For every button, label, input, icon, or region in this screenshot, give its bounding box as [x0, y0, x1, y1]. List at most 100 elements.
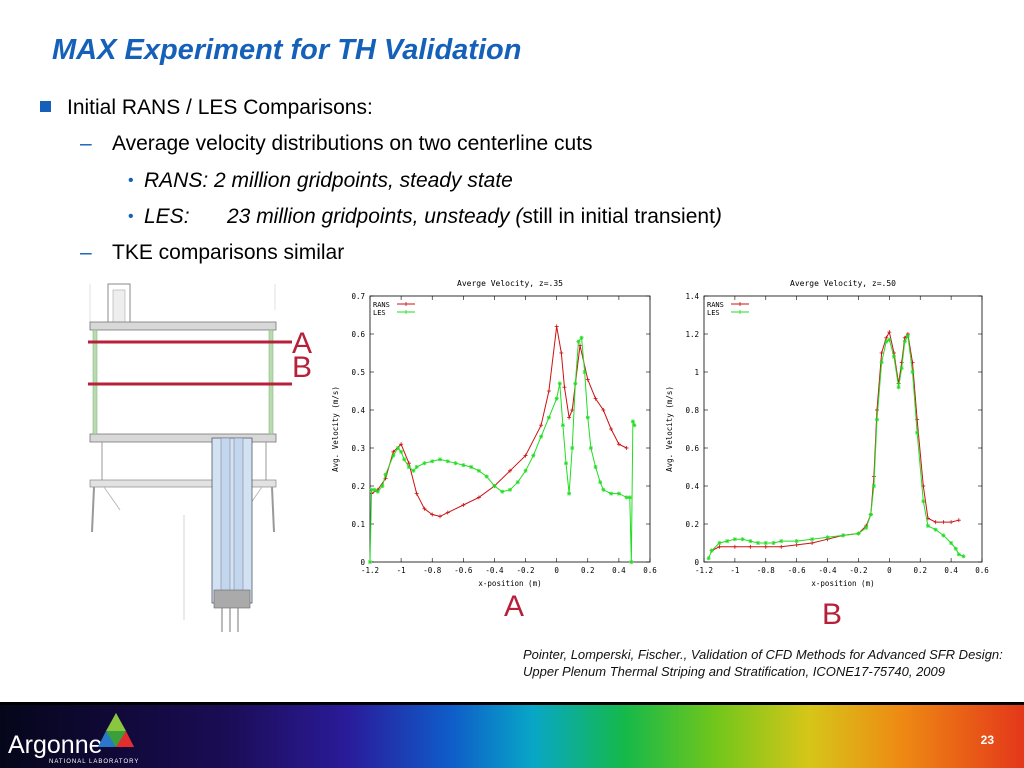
- argonne-logo-sub: NATIONAL LABORATORY: [49, 759, 140, 765]
- data-point-les: [915, 430, 920, 435]
- data-point-rans: [391, 449, 396, 454]
- data-point-les: [779, 539, 784, 544]
- les-text-plain: still in initial transient: [522, 205, 715, 228]
- data-point-les: [756, 541, 761, 545]
- data-point-les: [391, 453, 396, 458]
- data-point-les: [402, 457, 407, 462]
- data-point-les: [546, 415, 551, 420]
- data-point-les: [740, 537, 745, 542]
- data-point-rans: [430, 512, 435, 517]
- data-point-les: [508, 487, 512, 492]
- data-point-rans: [562, 385, 567, 390]
- argonne-logo: Argonne: [8, 731, 103, 759]
- x-tick-label: -1: [397, 566, 406, 575]
- data-point-rans: [956, 518, 961, 523]
- chart-title: Averge Velocity, z=.35: [457, 279, 563, 288]
- bullet-sub1: – Average velocity distributions on two c…: [80, 132, 593, 156]
- data-point-rans: [438, 514, 442, 519]
- data-point-les: [910, 370, 915, 374]
- data-point-rans: [902, 335, 907, 340]
- data-point-rans: [732, 544, 737, 549]
- data-point-les: [567, 491, 572, 496]
- data-point-les: [896, 385, 901, 390]
- data-point-les: [399, 449, 404, 454]
- data-point-rans: [887, 330, 892, 335]
- x-axis-label: x-position (m): [478, 579, 541, 588]
- data-point-les: [539, 434, 544, 439]
- data-point-rans: [476, 495, 481, 500]
- data-point-rans: [414, 491, 419, 496]
- y-tick-label: 0.8: [685, 406, 699, 415]
- data-point-les: [564, 461, 568, 466]
- cut-label-b: B: [292, 351, 313, 384]
- les-text-close: ): [714, 205, 722, 228]
- data-point-les: [717, 541, 722, 545]
- x-tick-label: 0.4: [944, 566, 958, 575]
- data-point-rans: [616, 442, 621, 447]
- data-point-les: [616, 491, 621, 496]
- data-point-les: [368, 560, 372, 564]
- dot-bullet-icon: •: [128, 208, 134, 225]
- data-point-les: [492, 484, 497, 488]
- dot-bullet-icon: •: [128, 172, 134, 189]
- data-point-rans: [748, 544, 753, 549]
- data-point-rans: [399, 442, 404, 447]
- dash-bullet-icon: –: [80, 241, 92, 264]
- data-point-les: [476, 468, 481, 473]
- data-point-les: [810, 537, 815, 542]
- x-tick-label: 0.2: [581, 566, 595, 575]
- data-point-les: [453, 461, 458, 466]
- y-tick-label: 1: [694, 368, 699, 377]
- data-point-les: [573, 381, 578, 386]
- data-point-les: [469, 465, 474, 469]
- footer-divider: [0, 702, 1024, 705]
- data-point-rans: [949, 520, 954, 525]
- apparatus-drawing: [88, 283, 292, 632]
- bullet-level1-text: Initial RANS / LES Comparisons:: [67, 96, 373, 119]
- data-point-les: [941, 533, 946, 538]
- data-point-les: [725, 539, 730, 544]
- y-tick-label: 0: [360, 558, 365, 567]
- data-point-rans: [810, 541, 815, 545]
- data-point-les: [825, 535, 830, 540]
- argonne-triangle-icon: [98, 713, 134, 747]
- data-point-les: [627, 495, 632, 500]
- data-point-rans: [884, 335, 889, 340]
- chart-a: Averge Velocity, z=.35 -1.2 -1 -0.8 -0.6 -0.4…: [328, 274, 660, 596]
- x-tick-label: 0.4: [612, 566, 626, 575]
- data-point-les: [609, 491, 614, 496]
- data-point-les: [411, 468, 416, 473]
- legend-label-les: LES: [707, 309, 720, 317]
- data-point-les: [732, 537, 737, 542]
- data-point-les: [531, 453, 536, 458]
- data-point-rans: [554, 324, 559, 329]
- y-tick-label: 0.1: [351, 520, 365, 529]
- data-point-les: [933, 527, 938, 532]
- cut-label-a: A: [292, 327, 313, 360]
- les-label: LES:: [144, 205, 190, 228]
- data-point-rans: [445, 510, 450, 515]
- data-point-les: [763, 541, 768, 545]
- data-point-les: [956, 552, 961, 557]
- plot-frame: [369, 295, 651, 563]
- chart-b: Averge Velocity, z=.50 -1.2 -1 -0.8 -0.6 -0.4…: [662, 274, 992, 596]
- y-tick-label: 0.5: [351, 368, 365, 377]
- data-point-rans: [779, 544, 784, 549]
- bullet-sub2-text: TKE comparisons similar: [112, 241, 345, 264]
- x-axis-label: x-position (m): [811, 579, 874, 588]
- legend-label-rans: RANS: [373, 301, 390, 309]
- y-axis-label: Avg. Velocity (m/s): [665, 386, 674, 472]
- data-point-les: [570, 446, 575, 450]
- data-point-les: [500, 489, 505, 494]
- data-point-les: [891, 354, 896, 359]
- x-tick-label: -1.2: [695, 566, 713, 575]
- data-point-rans: [879, 351, 884, 355]
- data-point-les: [560, 423, 565, 428]
- chart-title: Averge Velocity, z=.50: [790, 279, 896, 288]
- y-tick-label: 0.2: [351, 482, 365, 491]
- data-point-rans: [933, 520, 938, 525]
- y-tick-label: 1.2: [685, 330, 699, 339]
- data-point-les: [868, 512, 873, 517]
- chart-background: [662, 274, 992, 596]
- data-point-rans: [601, 408, 606, 412]
